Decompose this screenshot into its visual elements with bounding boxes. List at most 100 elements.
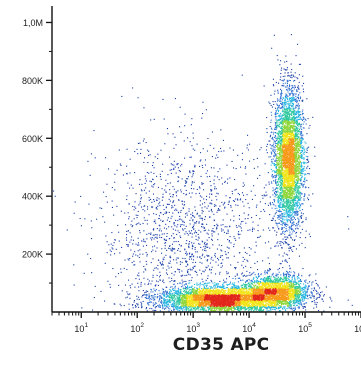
event-point (290, 218, 292, 220)
event-point (212, 306, 214, 308)
event-point (279, 187, 281, 189)
event-point (298, 118, 300, 120)
event-point (280, 189, 282, 191)
event-point (287, 128, 289, 130)
event-point (304, 169, 306, 171)
event-point (282, 107, 284, 109)
event-point (285, 143, 287, 145)
event-point (286, 158, 288, 160)
event-point (297, 135, 299, 137)
event-point (292, 133, 294, 135)
event-point (286, 108, 288, 110)
event-point (283, 142, 285, 144)
event-point (307, 118, 309, 120)
event-point (311, 295, 313, 297)
event-point (276, 184, 278, 186)
event-point (205, 287, 207, 289)
event-point (284, 206, 286, 208)
event-point (293, 188, 295, 190)
event-point (174, 298, 176, 300)
event-point (291, 105, 293, 107)
event-point (280, 189, 282, 191)
event-point (277, 190, 279, 192)
event-point (279, 172, 281, 174)
event-point (290, 159, 292, 161)
event-point (287, 145, 289, 147)
event-point (294, 205, 296, 207)
event-point (286, 129, 288, 131)
event-point (307, 162, 309, 164)
event-point (299, 92, 301, 94)
event-point (225, 306, 227, 308)
event-point (280, 204, 282, 206)
event-point (297, 211, 299, 213)
event-point (289, 89, 291, 91)
event-point (280, 210, 282, 212)
event-point (278, 200, 280, 202)
event-point (267, 172, 269, 174)
event-point (237, 303, 239, 305)
event-point (282, 204, 284, 206)
event-point (271, 162, 273, 164)
event-point (276, 122, 278, 124)
event-point (273, 154, 275, 156)
event-point (291, 224, 293, 226)
event-point (293, 197, 295, 199)
event-point (196, 301, 198, 303)
event-point (245, 309, 247, 311)
event-point (287, 211, 289, 213)
event-point (299, 169, 301, 171)
event-point (290, 154, 292, 156)
event-point (306, 167, 308, 169)
event-point (165, 296, 167, 298)
event-point (294, 120, 296, 122)
event-point (285, 188, 287, 190)
event-point (268, 140, 270, 142)
event-point (290, 125, 292, 127)
event-point (228, 291, 230, 293)
event-point (288, 127, 290, 129)
event-point (294, 199, 296, 201)
event-point (285, 225, 287, 227)
event-point (277, 133, 279, 135)
event-point (278, 168, 280, 170)
event-point (306, 151, 308, 153)
event-point (284, 181, 286, 183)
event-point (284, 135, 286, 137)
event-point (297, 105, 299, 107)
event-point (295, 136, 297, 138)
event-point (297, 181, 299, 183)
event-point (284, 184, 286, 186)
event-point (285, 229, 287, 231)
event-point (296, 188, 298, 190)
event-point (296, 160, 298, 162)
event-point (300, 192, 302, 194)
event-point (282, 174, 284, 176)
event-point (286, 196, 288, 198)
event-point (287, 126, 289, 128)
event-point (276, 127, 278, 129)
event-point (286, 111, 288, 113)
event-point (286, 181, 288, 183)
event-point (290, 75, 292, 77)
event-point (288, 116, 290, 118)
event-point (294, 203, 296, 205)
event-point (292, 143, 294, 145)
event-point (308, 127, 310, 129)
event-point (289, 179, 291, 181)
event-point (275, 109, 277, 111)
event-point (272, 217, 274, 219)
event-point (284, 75, 286, 77)
event-point (279, 205, 281, 207)
event-point (165, 293, 167, 295)
event-point (281, 213, 283, 215)
event-point (288, 165, 290, 167)
event-point (290, 63, 292, 65)
event-point (302, 127, 304, 129)
event-point (277, 179, 279, 181)
event-point (288, 106, 290, 108)
event-point (282, 143, 284, 145)
event-point (263, 85, 265, 87)
event-point (190, 304, 192, 306)
event-point (296, 173, 298, 175)
